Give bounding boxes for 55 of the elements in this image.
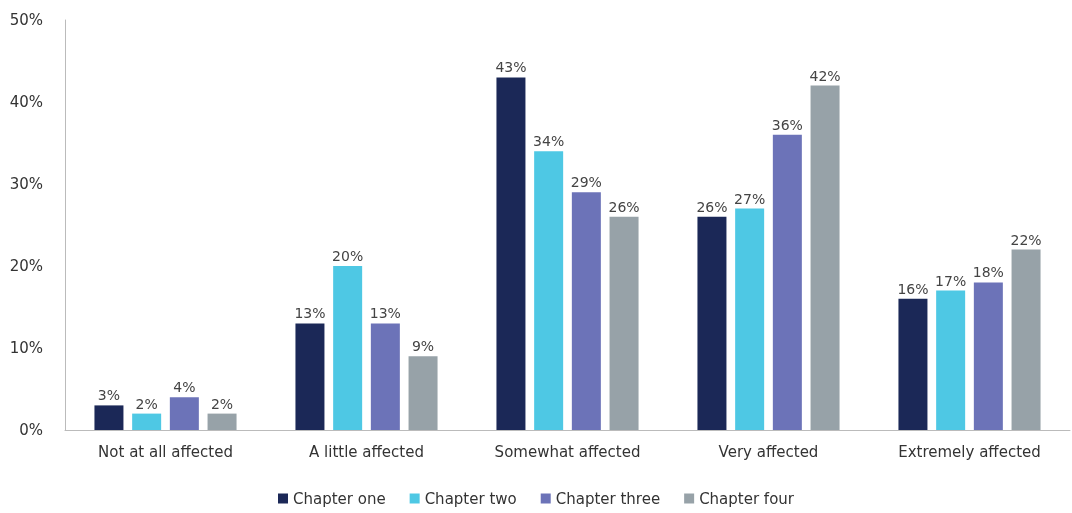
- data-label: 27%: [734, 190, 766, 207]
- bar: [295, 323, 325, 430]
- y-tick-label: 10%: [9, 339, 43, 357]
- data-label: 29%: [570, 174, 602, 191]
- bar: [94, 405, 124, 430]
- bar: [697, 216, 727, 430]
- bar: [132, 413, 162, 430]
- data-label: 26%: [696, 198, 728, 215]
- data-label: 17%: [935, 272, 967, 289]
- data-label: 42%: [809, 67, 841, 84]
- bar: [936, 290, 966, 430]
- data-label: 4%: [173, 379, 196, 396]
- bar: [534, 151, 564, 430]
- data-label: 34%: [533, 133, 565, 150]
- data-label: 3%: [97, 387, 121, 404]
- legend-label: Chapter four: [699, 489, 795, 508]
- y-tick-label: 30%: [9, 175, 43, 193]
- x-tick-label: Extremely affected: [898, 442, 1041, 461]
- bar: [169, 397, 199, 430]
- x-tick-label: Somewhat affected: [494, 442, 641, 461]
- y-tick-label: 50%: [9, 11, 43, 29]
- bar: [571, 192, 601, 430]
- x-tick-label: Very affected: [718, 442, 819, 461]
- bar: [735, 208, 765, 430]
- y-tick-label: 20%: [9, 257, 43, 275]
- data-label: 36%: [771, 116, 803, 133]
- data-label: 2%: [210, 395, 234, 412]
- bar: [609, 216, 639, 430]
- data-label: 26%: [608, 198, 640, 215]
- bar: [898, 298, 928, 430]
- bar: [973, 282, 1003, 430]
- data-label: 9%: [411, 338, 435, 355]
- data-label: 22%: [1010, 231, 1042, 248]
- legend-label: Chapter one: [293, 489, 386, 508]
- bar: [370, 323, 400, 430]
- data-label: 16%: [897, 280, 929, 297]
- data-label: 18%: [972, 264, 1004, 281]
- y-tick-label: 40%: [9, 93, 43, 111]
- bar: [496, 77, 526, 430]
- bar: [810, 85, 840, 430]
- bar: [333, 266, 363, 430]
- data-label: 43%: [495, 59, 527, 76]
- data-label: 13%: [294, 305, 326, 322]
- bar: [772, 134, 802, 430]
- y-tick-label: 0%: [19, 421, 43, 439]
- data-label: 13%: [369, 305, 401, 322]
- legend-label: Chapter three: [555, 489, 661, 508]
- data-label: 2%: [135, 395, 158, 412]
- data-label: 20%: [332, 248, 364, 264]
- bar: [207, 413, 237, 430]
- bar: [408, 356, 438, 430]
- bar: [1011, 249, 1041, 430]
- x-tick-label: Not at all affected: [98, 442, 233, 461]
- legend-label: Chapter two: [424, 489, 517, 508]
- x-tick-label: A little affected: [309, 442, 424, 461]
